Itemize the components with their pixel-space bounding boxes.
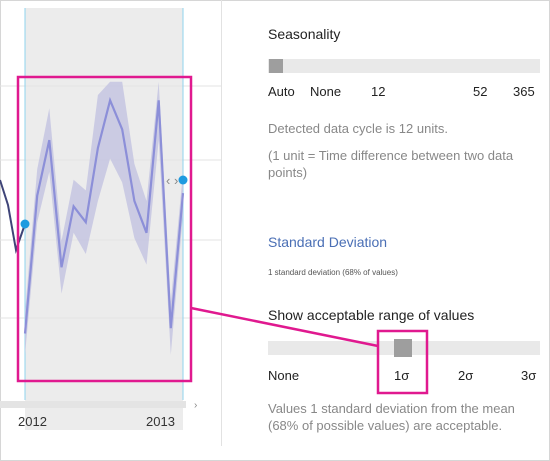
x-axis-label: 2013 — [146, 414, 175, 429]
acceptable-range-label: Show acceptable range of values — [268, 307, 475, 323]
forecast-end-marker[interactable] — [178, 175, 188, 185]
range-tick: 3σ — [521, 368, 537, 383]
forecast-chart: ‹ › › — [0, 8, 222, 430]
range-tick: 2σ — [458, 368, 474, 383]
expand-arrows: ‹ › — [166, 173, 178, 188]
seasonality-tick: 365 — [513, 84, 535, 99]
seasonality-tick: None — [310, 84, 342, 99]
seasonality-slider[interactable] — [268, 59, 540, 73]
cycle-info-text: Detected data cycle is 12 units. — [268, 121, 448, 136]
forecast-start-marker[interactable] — [20, 219, 30, 229]
range-tick: 1σ — [394, 368, 410, 383]
seasonality-tick: Auto — [268, 84, 295, 99]
scroll-right-arrow[interactable]: › — [194, 400, 197, 411]
standard-deviation-link[interactable]: Standard Deviation — [268, 234, 388, 250]
x-axis-scrollbar[interactable] — [0, 401, 186, 408]
range-tick: None — [268, 368, 300, 383]
chart-panel: ‹ › › 2012 2013 — [0, 0, 222, 446]
acceptable-range-slider-thumb[interactable] — [394, 339, 412, 357]
unit-info-text: (1 unit = Time difference between two da… — [268, 148, 514, 180]
seasonality-tick: 12 — [371, 84, 386, 99]
standard-deviation-note: 1 standard deviation (68% of values) — [268, 268, 398, 277]
seasonality-slider-thumb[interactable] — [269, 59, 283, 73]
seasonality-label: Seasonality — [268, 26, 341, 42]
x-axis-label: 2012 — [18, 414, 47, 429]
range-description: Values 1 standard deviation from the mea… — [268, 401, 515, 433]
forecast-region — [25, 8, 183, 430]
seasonality-tick: 52 — [473, 84, 488, 99]
